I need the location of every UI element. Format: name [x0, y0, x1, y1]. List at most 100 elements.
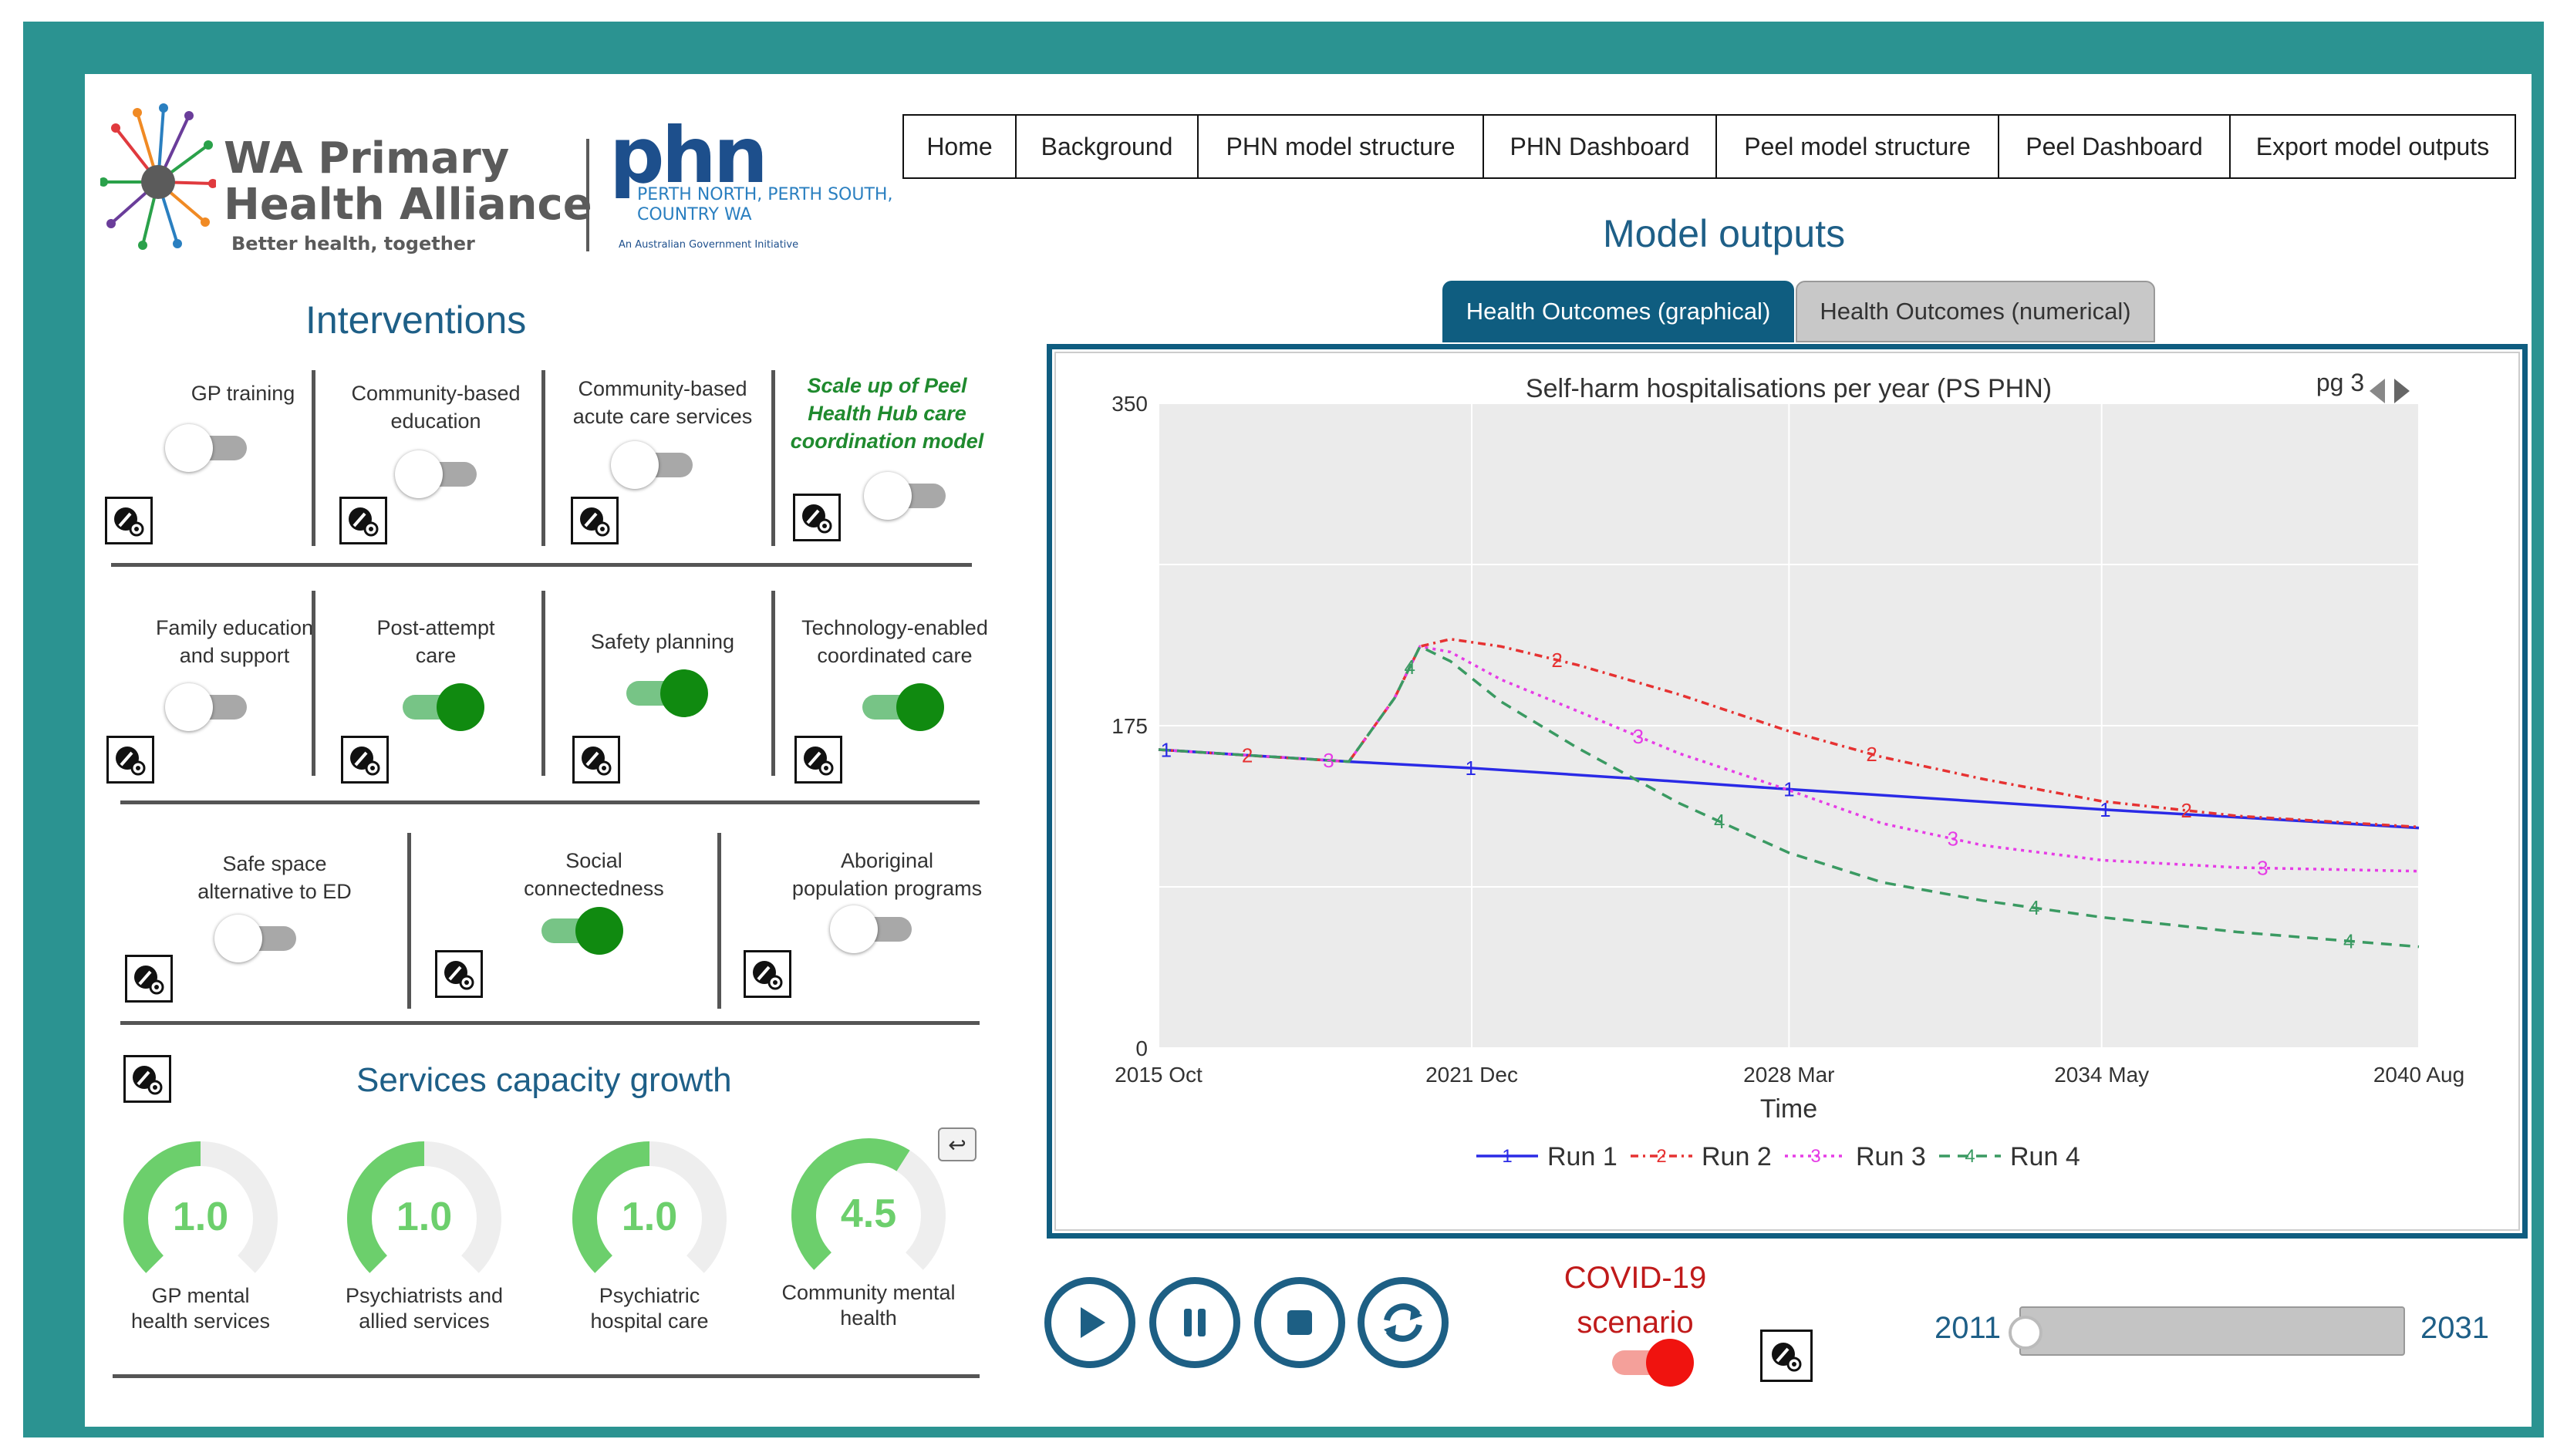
divider [541, 591, 545, 776]
tab-health-outcomes-graphical[interactable]: Health Outcomes (graphical) [1442, 281, 1794, 342]
settings-aboriginal-programs[interactable] [744, 950, 791, 998]
settings-covid[interactable] [1760, 1330, 1813, 1382]
gauge-label-psychiatrists-allied: Psychiatrists and allied services [345, 1284, 504, 1333]
toggle-aboriginal-programs[interactable] [830, 905, 919, 953]
legend-marker: 4 [1965, 1146, 1975, 1167]
y-tick-label: 350 [1111, 392, 1148, 416]
play-icon [1081, 1307, 1105, 1338]
prev-page-icon[interactable] [2370, 379, 2385, 403]
logo-divider [586, 139, 589, 251]
series-marker: 4 [2343, 929, 2354, 952]
tab-health-outcomes-numerical[interactable]: Health Outcomes (numerical) [1796, 281, 2155, 342]
logo-title-line2: Health Alliance [224, 180, 592, 230]
stop-button[interactable] [1254, 1277, 1345, 1368]
intervention-label-gp-training: GP training [191, 382, 295, 405]
nav-export-model-outputs[interactable]: Export model outputs [2229, 116, 2515, 177]
series-marker: 3 [2257, 857, 2268, 880]
nav-peel-model-structure[interactable]: Peel model structure [1715, 116, 1998, 177]
model-outputs-title: Model outputs [1603, 212, 1846, 255]
logo-title-line1: WA Primary [224, 133, 510, 184]
stop-icon [1287, 1310, 1312, 1335]
reset-capacity-button[interactable]: ↩ [938, 1127, 977, 1161]
y-tick-label: 0 [1135, 1036, 1148, 1060]
settings-post-attempt[interactable] [341, 736, 389, 784]
settings-community-education[interactable] [339, 497, 387, 544]
toggle-community-education[interactable] [395, 450, 484, 498]
nav-background[interactable]: Background [1015, 116, 1197, 177]
intervention-label-peel-health-hub: Scale up of Peel Health Hub care coordinat… [790, 374, 984, 453]
row-divider [111, 563, 972, 567]
year-slider-thumb[interactable] [2009, 1316, 2042, 1350]
legend-marker: 2 [1656, 1146, 1666, 1167]
gauge-dial [791, 1138, 946, 1270]
undo-icon: ↩ [948, 1132, 966, 1157]
nav-phn-model-structure[interactable]: PHN model structure [1197, 116, 1483, 177]
main-panel: WA Primary Health Alliance Better health… [85, 74, 2532, 1427]
settings-peel-health-hub[interactable] [793, 494, 841, 541]
chart-container: 1 1 1 1 2 2 2 2 3 3 3 3 4 4 4 4 2015 Oct 2021 Dec 2028 Ma… [1047, 344, 2528, 1239]
year-slider[interactable] [2009, 1306, 2405, 1356]
settings-safe-space[interactable] [125, 955, 173, 1003]
settings-technology-care[interactable] [794, 736, 842, 784]
x-tick-label: 2034 May [2054, 1063, 2149, 1087]
settings-icon [349, 507, 379, 537]
toggle-gp-training[interactable] [165, 424, 255, 472]
pause-icon [1184, 1309, 1206, 1336]
toggle-post-attempt[interactable] [395, 683, 484, 731]
intervention-label-aboriginal-programs: Aboriginal population programs [791, 849, 983, 900]
phn-logo: phn [609, 110, 768, 201]
settings-icon [582, 747, 612, 776]
app-frame: WA Primary Health Alliance Better health… [23, 22, 2544, 1437]
gauge-psychiatrists-allied[interactable]: 1.0 [339, 1134, 509, 1303]
logo-tagline: Better health, together [231, 233, 475, 254]
settings-icon [350, 747, 380, 776]
x-tick-label: 2021 Dec [1425, 1063, 1518, 1087]
gauge-dial [123, 1141, 278, 1273]
toggle-community-acute[interactable] [611, 441, 700, 489]
toggle-covid-scenario[interactable] [1604, 1339, 1694, 1387]
nav-home[interactable]: Home [904, 116, 1015, 177]
page-label: pg 3 [2316, 369, 2364, 396]
gauge-value: 1.0 [396, 1195, 453, 1239]
series-marker: 3 [1323, 749, 1334, 772]
settings-capacity[interactable] [123, 1055, 171, 1103]
gauge-dial [347, 1141, 501, 1273]
nav-peel-dashboard[interactable]: Peel Dashboard [1998, 116, 2229, 177]
settings-social-connectedness[interactable] [435, 950, 483, 998]
covid-label: COVID-19 scenario [1563, 1261, 1707, 1340]
toggle-social-connectedness[interactable] [534, 907, 623, 955]
gauge-gp-mental-health[interactable]: 1.0 [116, 1134, 285, 1303]
toggle-family-education[interactable] [165, 683, 255, 731]
gauge-community-mental-health[interactable]: 4.5 [784, 1131, 953, 1300]
settings-family-education[interactable] [106, 736, 154, 784]
series-marker: 2 [1551, 649, 1562, 672]
divider [717, 833, 721, 1009]
nav-phn-dashboard[interactable]: PHN Dashboard [1483, 116, 1715, 177]
series-marker: 1 [1161, 739, 1172, 762]
intervention-label-safe-space: Safe space alternative to ED [197, 852, 352, 903]
settings-safety-planning[interactable] [572, 736, 620, 784]
gauge-psychiatric-hospital[interactable]: 1.0 [565, 1134, 734, 1303]
intervention-label-community-education: Community-based education [351, 382, 521, 433]
bottom-divider [113, 1374, 980, 1378]
settings-icon [802, 504, 832, 534]
y-tick-label: 175 [1111, 714, 1148, 738]
pause-button[interactable] [1149, 1277, 1240, 1368]
toggle-technology-care[interactable] [855, 683, 944, 731]
reset-button[interactable] [1358, 1277, 1449, 1368]
toggle-safe-space[interactable] [214, 915, 304, 962]
series-marker: 3 [1948, 827, 1958, 851]
legend-label: Run 1 [1547, 1142, 1617, 1171]
play-button[interactable] [1044, 1277, 1135, 1368]
gauge-value: 4.5 [840, 1191, 897, 1236]
settings-icon [444, 961, 474, 990]
settings-gp-training[interactable] [105, 497, 153, 544]
next-page-icon[interactable] [2394, 379, 2410, 403]
divider [541, 370, 545, 546]
intervention-label-safety-planning: Safety planning [590, 630, 735, 653]
gauge-dial [572, 1141, 727, 1273]
toggle-peel-health-hub[interactable] [864, 472, 953, 520]
toggle-safety-planning[interactable] [619, 669, 708, 717]
interventions-title: Interventions [305, 298, 527, 342]
settings-community-acute[interactable] [571, 497, 619, 544]
